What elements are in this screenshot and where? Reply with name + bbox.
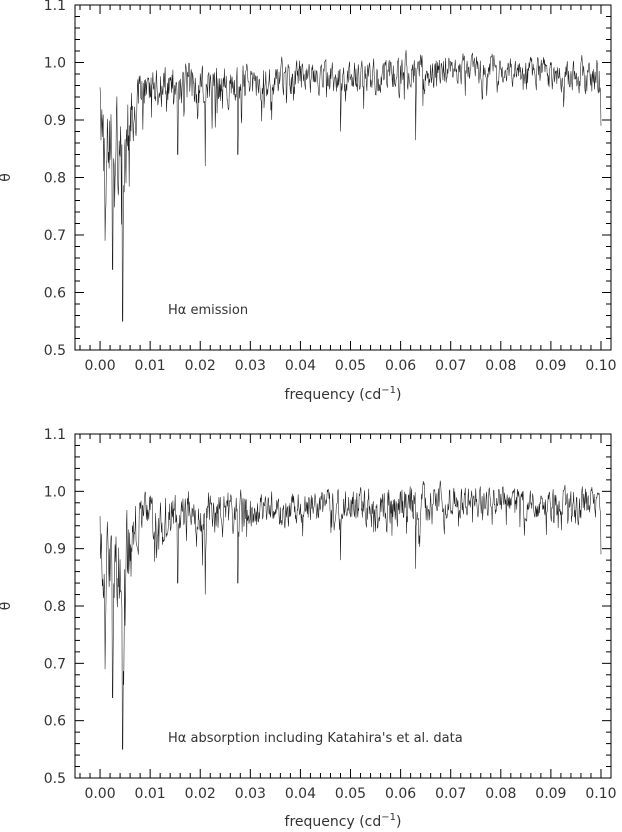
x-tick-label: 0.00	[84, 358, 115, 374]
x-tick-label: 0.09	[535, 358, 566, 374]
chart-panel-2: 0.00 0.01 0.02 0.03 0.04 0.05 0.06 0.07 0.08 0.09…	[0, 427, 617, 830]
y-tick-label: 0.9	[44, 542, 66, 558]
plot-frame	[74, 433, 612, 779]
y-tick-label: 0.7	[44, 656, 66, 672]
x-tick-label: 0.07	[435, 786, 466, 802]
y-tick-label: 0.8	[44, 171, 66, 187]
x-axis-label: frequency (cd−1)	[285, 385, 402, 403]
chart-panel-1: 0.00 0.01 0.02 0.03 0.04 0.05 0.06 0.07 0.08 0.09…	[0, 0, 617, 403]
x-tick-label: 0.03	[235, 786, 266, 802]
x-tick-label: 0.08	[485, 786, 516, 802]
x-tick-label: 0.07	[435, 358, 466, 374]
y-axis-label: θ	[0, 173, 14, 182]
y-tick-label: 1.0	[44, 484, 66, 500]
x-tick-label: 0.10	[585, 786, 616, 802]
series-line-2-1	[99, 480, 602, 750]
y-tick-label: 0.8	[44, 599, 66, 615]
chart-annotation: Hα emission	[168, 303, 248, 318]
x-tick-label: 0.05	[335, 786, 366, 802]
y-tick-label: 0.5	[44, 343, 66, 359]
x-tick-label: 0.06	[385, 358, 416, 374]
x-tick-label: 0.10	[585, 358, 616, 374]
y-tick-label: 1.1	[44, 0, 66, 14]
series-line-1-1	[99, 50, 602, 322]
x-tick-label: 0.00	[84, 786, 115, 802]
x-tick-label: 0.09	[535, 786, 566, 802]
x-tick-label: 0.01	[135, 786, 166, 802]
x-axis-label-text: frequency (cd	[285, 387, 382, 403]
x-axis-label-superscript: −1	[381, 812, 396, 823]
y-axis-label: θ	[0, 602, 14, 611]
x-tick-label: 0.04	[285, 358, 316, 374]
y-tick-label: 0.6	[44, 714, 66, 730]
x-axis-label-close: )	[396, 814, 401, 830]
y-tick-label: 1.1	[44, 427, 66, 443]
chart-annotation: Hα absorption including Katahira's et al…	[168, 731, 463, 746]
x-tick-label: 0.06	[385, 786, 416, 802]
x-tick-label: 0.04	[285, 786, 316, 802]
y-tick-label: 1.0	[44, 56, 66, 72]
y-tick-label: 0.7	[44, 228, 66, 244]
x-axis-label: frequency (cd−1)	[285, 812, 402, 830]
x-tick-label: 0.03	[235, 358, 266, 374]
x-tick-label: 0.02	[185, 786, 216, 802]
x-tick-label: 0.05	[335, 358, 366, 374]
y-tick-label: 0.5	[44, 771, 66, 787]
x-axis-label-text: frequency (cd	[285, 814, 382, 830]
x-axis-label-close: )	[396, 387, 401, 403]
y-tick-label: 0.6	[44, 286, 66, 302]
x-tick-label: 0.08	[485, 358, 516, 374]
x-tick-label: 0.02	[185, 358, 216, 374]
y-tick-label: 0.9	[44, 113, 66, 129]
x-axis-label-superscript: −1	[381, 385, 396, 396]
plot-frame	[74, 4, 612, 351]
x-tick-label: 0.01	[135, 358, 166, 374]
